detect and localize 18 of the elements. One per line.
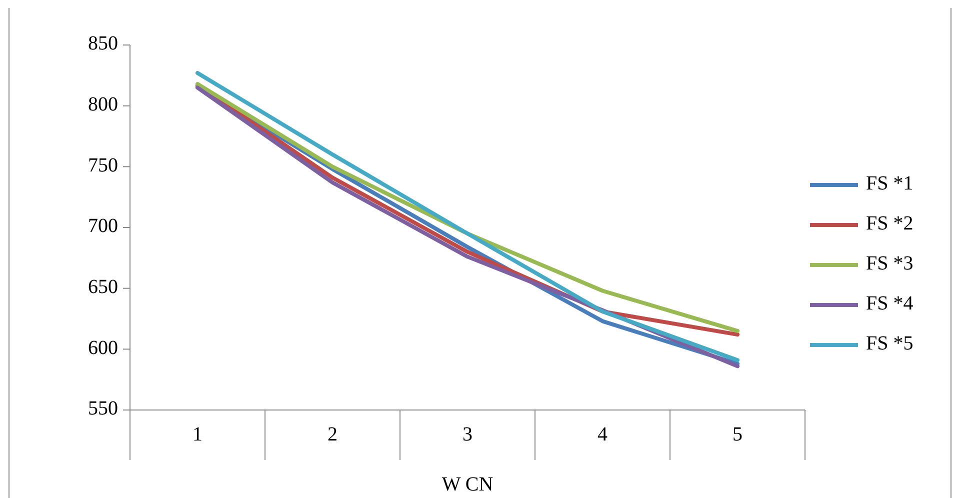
x-tick-label: 5 [732, 424, 742, 446]
x-axis-title: W CN [442, 474, 494, 496]
legend-label: FS *1 [866, 172, 914, 195]
legend-label: FS *3 [866, 252, 914, 275]
x-tick-label: 2 [328, 424, 338, 446]
x-tick-label: 3 [462, 424, 472, 446]
x-tick-label: 1 [192, 424, 202, 446]
y-tick-label: 650 [88, 276, 118, 298]
x-tick-label: 4 [598, 424, 608, 446]
y-tick-label: 850 [88, 32, 118, 55]
legend-label: FS *5 [866, 332, 914, 355]
legend-label: FS *2 [866, 212, 914, 235]
y-tick-label: 800 [88, 93, 118, 116]
y-tick-label: 550 [88, 398, 118, 420]
y-tick-label: 750 [88, 154, 118, 176]
legend-label: FS *4 [866, 292, 914, 315]
y-tick-label: 700 [88, 215, 118, 238]
y-tick-label: 600 [88, 336, 118, 359]
